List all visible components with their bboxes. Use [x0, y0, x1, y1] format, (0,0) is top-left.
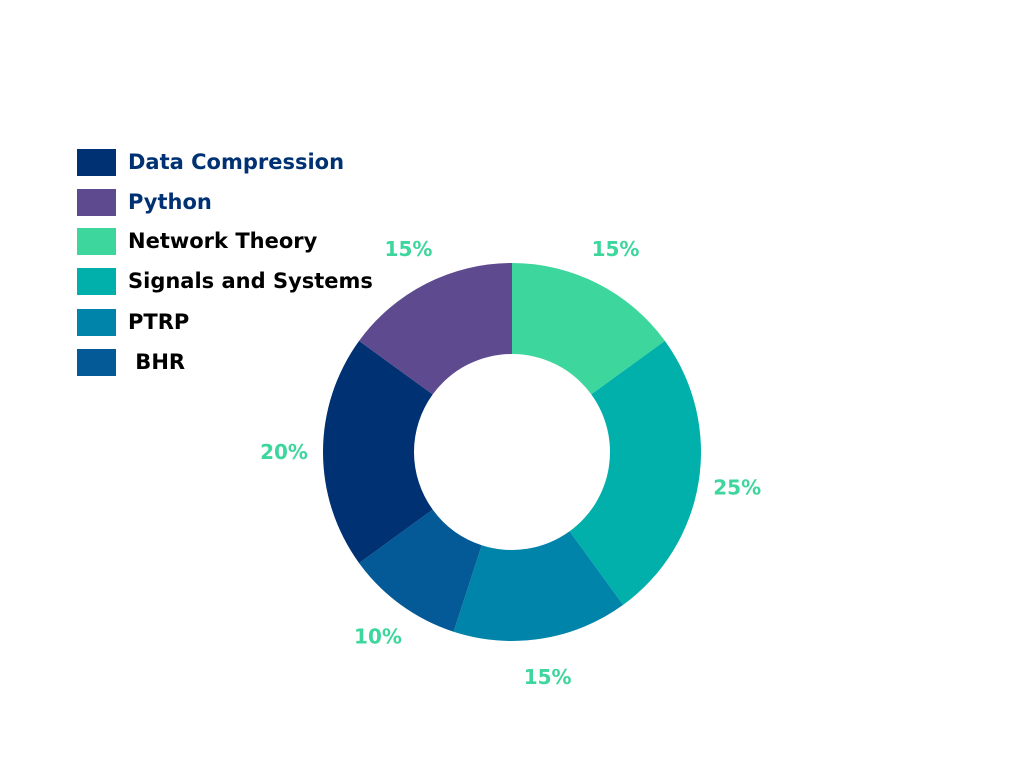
legend-item-bhr: BHR — [77, 349, 397, 376]
slice-label-data-compression: 20% — [260, 440, 308, 464]
legend-item-network-theory: Network Theory — [77, 228, 397, 255]
donut-slice-labels: 15% 25% 15% 10% 20% 15% — [260, 237, 761, 689]
legend-label-data-compression: Data Compression — [128, 150, 345, 174]
legend-label-python: Python — [128, 190, 212, 214]
slice-label-bhr: 10% — [354, 624, 402, 648]
legend-item-data-compression: Data Compression — [77, 149, 397, 176]
legend-swatch-bhr — [77, 349, 116, 376]
legend-swatch-ptrp — [77, 309, 116, 336]
slice-label-network-theory: 15% — [592, 237, 640, 261]
donut-slice-signals-and-systems — [569, 340, 701, 605]
donut-slice-network-theory — [512, 263, 665, 395]
slice-label-signals-and-systems: 25% — [713, 476, 761, 500]
donut-slice-ptrp — [453, 531, 624, 641]
legend-swatch-data-compression — [77, 149, 116, 176]
legend-label-ptrp: PTRP — [128, 310, 190, 334]
donut-slice-python — [359, 263, 512, 395]
legend-label-bhr: BHR — [128, 350, 186, 374]
legend-item-python: Python — [77, 189, 397, 216]
slice-label-ptrp: 15% — [524, 665, 572, 689]
donut-slice-data-compression — [323, 340, 433, 564]
donut-slices — [323, 263, 701, 641]
legend-item-ptrp: PTRP — [77, 309, 397, 336]
legend-swatch-python — [77, 189, 116, 216]
donut-slice-bhr — [359, 509, 482, 632]
slice-label-python: 15% — [385, 237, 433, 261]
legend-swatch-network-theory — [77, 228, 116, 255]
legend-swatch-signals-and-systems — [77, 268, 116, 295]
legend-label-network-theory: Network Theory — [128, 229, 318, 253]
legend-label-signals-and-systems: Signals and Systems — [128, 269, 373, 293]
legend-item-signals-and-systems: Signals and Systems — [77, 268, 397, 295]
